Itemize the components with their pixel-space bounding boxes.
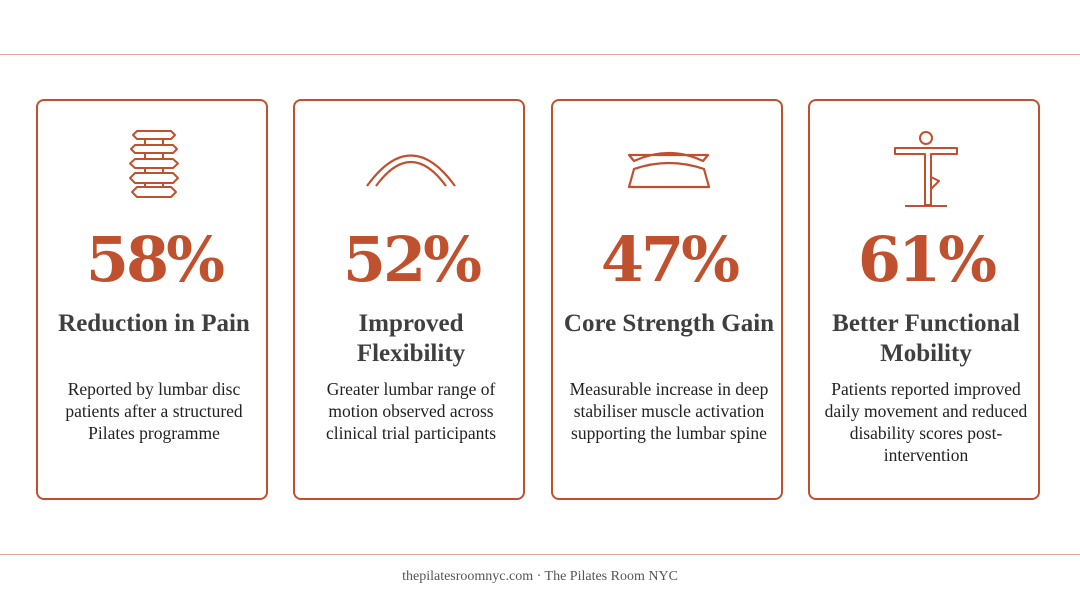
stat-value: 47% (600, 223, 740, 296)
stat-card-flexibility: 52% Improved Flexibility Greater lumbar … (293, 99, 525, 500)
stat-description: Reported by lumbar disc patients after a… (65, 379, 243, 443)
core-band-icon (553, 129, 785, 209)
stat-card-mobility: 61% Better Functional Mobility Patients … (808, 99, 1040, 500)
spine-icon (38, 129, 270, 209)
stat-title: Better Functional Mobility (832, 310, 1020, 367)
stat-description: Measurable increase in deep stabiliser m… (569, 379, 769, 443)
stat-card-pain: 58% Reduction in Pain Reported by lumbar… (36, 99, 268, 500)
stat-description: Greater lumbar range of motion observed … (325, 379, 497, 443)
stat-title: Reduction in Pain (58, 310, 250, 337)
stat-title: Core Strength Gain (563, 310, 775, 337)
stat-value: 58% (85, 223, 225, 296)
stat-description: Patients reported improved daily movemen… (824, 379, 1028, 465)
stat-value: 61% (857, 223, 997, 296)
arc-flexibility-icon (295, 129, 527, 209)
stat-value: 52% (342, 223, 482, 296)
stat-title: Improved Flexibility (356, 310, 466, 367)
bottom-divider (0, 554, 1080, 555)
top-divider (0, 54, 1080, 55)
balance-pose-icon (810, 129, 1042, 209)
footer-credit: thepilatesroomnyc.com · The Pilates Room… (402, 569, 678, 584)
stat-card-core-strength: 47% Core Strength Gain Measurable increa… (551, 99, 783, 500)
